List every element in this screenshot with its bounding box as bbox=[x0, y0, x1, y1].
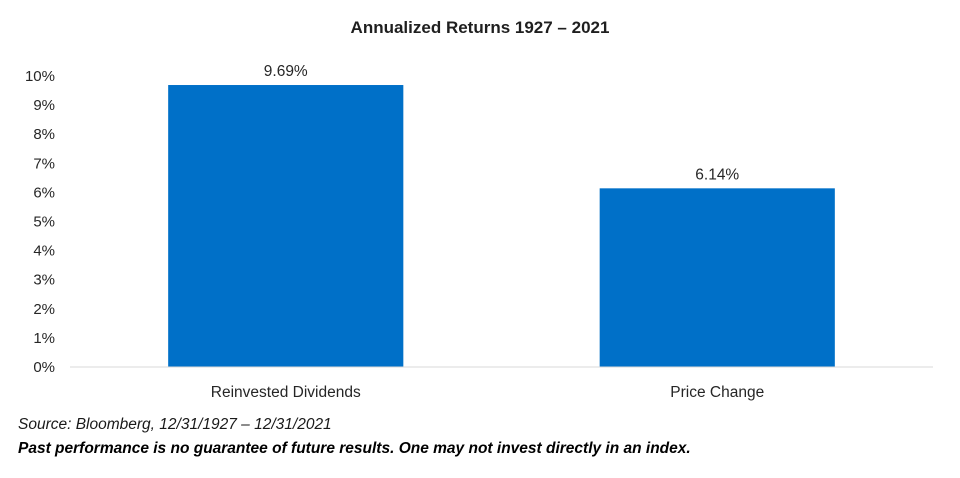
y-tick-label: 8% bbox=[33, 126, 55, 143]
data-labels: 9.69% 6.14% bbox=[264, 63, 740, 183]
y-tick-label: 2% bbox=[33, 301, 55, 318]
disclaimer-note: Past performance is no guarantee of futu… bbox=[18, 440, 691, 457]
y-tick-label: 9% bbox=[33, 97, 55, 114]
y-axis: 0% 1% 2% 3% 4% 5% 6% 7% 8% 9% 10% bbox=[25, 68, 55, 376]
y-tick-label: 4% bbox=[33, 243, 55, 260]
y-tick-label: 7% bbox=[33, 155, 55, 172]
chart-title: Annualized Returns 1927 – 2021 bbox=[351, 18, 610, 37]
y-tick-label: 5% bbox=[33, 214, 55, 231]
y-tick-label: 1% bbox=[33, 330, 55, 347]
category-labels: Reinvested Dividends Price Change bbox=[211, 384, 764, 401]
category-label: Reinvested Dividends bbox=[211, 384, 361, 401]
data-label: 6.14% bbox=[695, 166, 739, 183]
source-note: Source: Bloomberg, 12/31/1927 – 12/31/20… bbox=[18, 416, 332, 433]
bar-price-change bbox=[599, 188, 835, 367]
bars bbox=[168, 85, 835, 368]
data-label: 9.69% bbox=[264, 63, 308, 80]
y-tick-label: 0% bbox=[33, 359, 55, 376]
y-tick-label: 10% bbox=[25, 68, 55, 85]
category-label: Price Change bbox=[670, 384, 764, 401]
bar-chart: Annualized Returns 1927 – 2021 0% 1% 2% 3% 4… bbox=[25, 18, 933, 401]
y-tick-label: 3% bbox=[33, 272, 55, 289]
bar-reinvested-dividends bbox=[168, 85, 404, 368]
y-tick-label: 6% bbox=[33, 184, 55, 201]
